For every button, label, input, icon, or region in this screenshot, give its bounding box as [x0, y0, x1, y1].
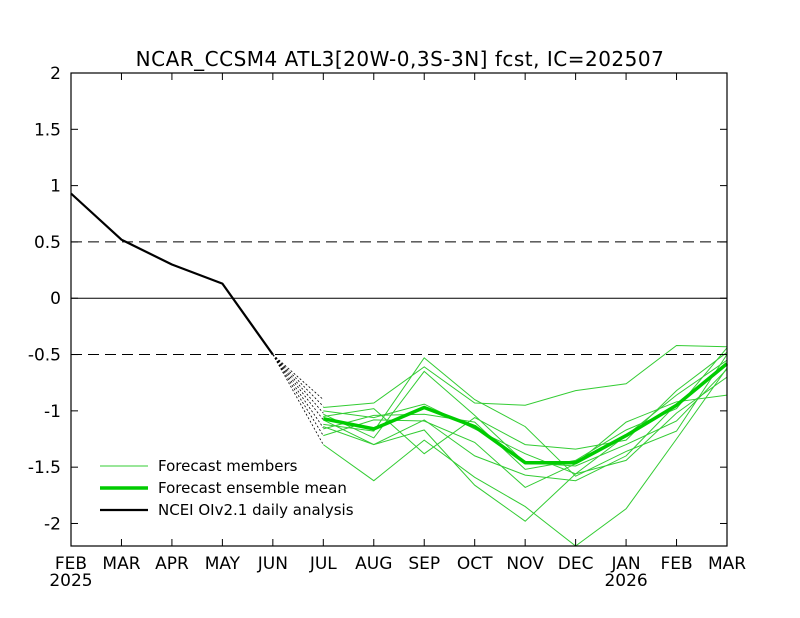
- forecast-member-line: [323, 344, 728, 408]
- daily-spread-line: [272, 354, 324, 436]
- forecast-member-line: [323, 354, 728, 477]
- forecast-member-line: [323, 359, 728, 522]
- chart-title: NCAR_CCSM4 ATL3[20W-0,3S-3N] fcst, IC=20…: [136, 47, 665, 71]
- y-tick-label: -1.5: [28, 458, 61, 478]
- daily-spread-line: [272, 354, 324, 414]
- analysis-series: [70, 192, 274, 356]
- plot-frame: [70, 72, 728, 547]
- x-tick-label: DEC: [558, 554, 594, 574]
- ensemble-mean-line: [322, 362, 729, 465]
- y-tick-label: 2: [50, 64, 61, 84]
- y-axis: 2 1.5 1 0.5 0 -0.5 -1 -1.5 -2: [28, 64, 727, 534]
- y-tick-label: -2: [44, 514, 61, 534]
- forecast-ensemble-mean: [322, 362, 729, 465]
- x-tick-label: JUL: [309, 554, 337, 574]
- forecast-member-line: [323, 376, 728, 475]
- y-tick-label: 0.5: [34, 233, 61, 253]
- x-tick-label: MAR: [102, 554, 140, 574]
- legend-label: Forecast ensemble mean: [158, 479, 347, 497]
- y-tick-label: -0.5: [28, 346, 61, 366]
- reference-lines: [71, 241, 727, 356]
- forecast-member-line: [323, 367, 728, 547]
- daily-spread-line: [272, 354, 324, 428]
- x-year-label: 2025: [49, 571, 92, 591]
- x-tick-label: JUN: [257, 554, 288, 574]
- x-tick-label: APR: [155, 554, 189, 574]
- x-tick-label: FEB: [55, 554, 87, 574]
- daily-spread-line: [272, 354, 324, 445]
- x-tick-label: MAR: [708, 554, 746, 574]
- legend-label: Forecast members: [158, 457, 298, 475]
- analysis-line: [70, 192, 274, 356]
- legend-label: NCEI OIv2.1 daily analysis: [158, 501, 354, 519]
- x-tick-label: FEB: [660, 554, 692, 574]
- forecast-members: [323, 344, 728, 547]
- x-axis: FEB MAR APR MAY JUN JUL AUG SEP OCT NOV DEC JAN FEB M…: [49, 73, 746, 591]
- forecast-member-line: [323, 363, 728, 482]
- x-tick-label: OCT: [457, 554, 493, 574]
- daily-spread-line: [272, 354, 324, 421]
- daily-spread-line: [272, 354, 324, 400]
- forecast-member-line: [323, 347, 728, 470]
- x-tick-label: MAY: [205, 554, 241, 574]
- legend: Forecast members Forecast ensemble mean NC…: [100, 457, 354, 519]
- daily-spread: [272, 354, 324, 445]
- x-tick-label: SEP: [408, 554, 440, 574]
- x-year-label: 2026: [604, 571, 647, 591]
- daily-spread-line: [272, 354, 324, 407]
- y-tick-label: 0: [50, 289, 61, 309]
- x-tick-label: JAN: [611, 554, 641, 574]
- y-tick-label: 1: [50, 177, 61, 197]
- x-tick-label: NOV: [506, 554, 544, 574]
- y-tick-label: 1.5: [34, 120, 61, 140]
- x-tick-label: AUG: [355, 554, 392, 574]
- y-tick-label: -1: [44, 402, 61, 422]
